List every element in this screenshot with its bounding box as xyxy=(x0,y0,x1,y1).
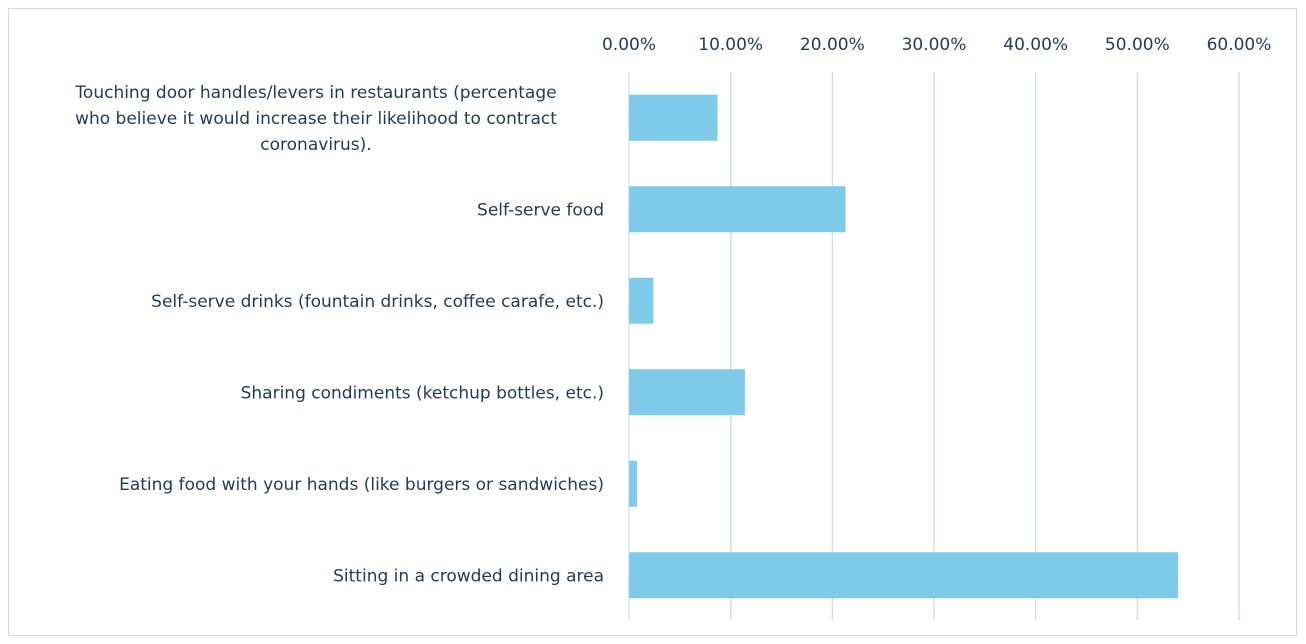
x-tick-label: 40.00% xyxy=(1003,35,1068,55)
x-tick-label: 50.00% xyxy=(1105,35,1170,55)
category-labels: Touching door handles/levers in restaura… xyxy=(74,83,604,587)
x-tick-label: 60.00% xyxy=(1207,35,1272,55)
category-label-line: Self-serve food xyxy=(477,200,604,220)
x-tick-label: 30.00% xyxy=(902,35,967,55)
x-tick-label: 20.00% xyxy=(800,35,865,55)
category-label-line: Self-serve drinks (fountain drinks, coff… xyxy=(151,292,604,312)
bar xyxy=(629,277,654,324)
x-axis-tick-labels: 0.00% 10.00% 20.00% 30.00% 40.00% 50.00% 60.00… xyxy=(602,35,1271,55)
bar xyxy=(629,186,846,233)
gridlines xyxy=(628,72,1240,620)
x-tick-label: 0.00% xyxy=(602,35,656,55)
category-label-line: Eating food with your hands (like burger… xyxy=(119,475,604,495)
bar xyxy=(629,94,718,141)
category-label-line: Touching door handles/levers in restaura… xyxy=(74,83,556,103)
category-label-line: coronavirus). xyxy=(260,135,371,155)
x-tick-label: 10.00% xyxy=(698,35,763,55)
category-label: Self-serve food xyxy=(477,200,604,220)
category-label: Eating food with your hands (like burger… xyxy=(119,475,604,495)
bar xyxy=(629,369,745,416)
category-label-line: who believe it would increase their like… xyxy=(75,109,557,129)
category-label: Self-serve drinks (fountain drinks, coff… xyxy=(151,292,604,312)
category-label: Sitting in a crowded dining area xyxy=(333,566,604,586)
category-label-line: Sharing condiments (ketchup bottles, etc… xyxy=(241,383,604,403)
category-label: Touching door handles/levers in restaura… xyxy=(74,83,557,155)
bars xyxy=(629,94,1178,599)
category-label: Sharing condiments (ketchup bottles, etc… xyxy=(241,383,604,403)
bar xyxy=(629,460,638,507)
bar xyxy=(629,552,1178,599)
category-label-line: Sitting in a crowded dining area xyxy=(333,566,604,586)
